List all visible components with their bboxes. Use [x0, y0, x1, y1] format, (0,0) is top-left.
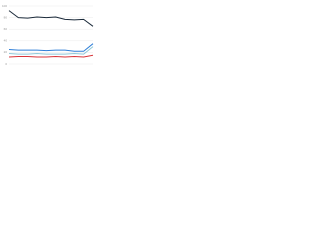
series-line — [8, 54, 94, 58]
series-line — [8, 46, 94, 55]
series-line — [8, 43, 94, 52]
y-tick-label: 40 — [4, 39, 8, 43]
y-tick-label: 100 — [2, 4, 7, 8]
y-tick-label: 0 — [5, 62, 7, 66]
y-tick-label: 80 — [4, 15, 8, 19]
chart: 0 20 40 60 80 100 — [2, 4, 94, 66]
y-tick-label: 60 — [4, 27, 8, 31]
series-line — [8, 10, 94, 27]
y-tick-label: 20 — [4, 50, 8, 54]
